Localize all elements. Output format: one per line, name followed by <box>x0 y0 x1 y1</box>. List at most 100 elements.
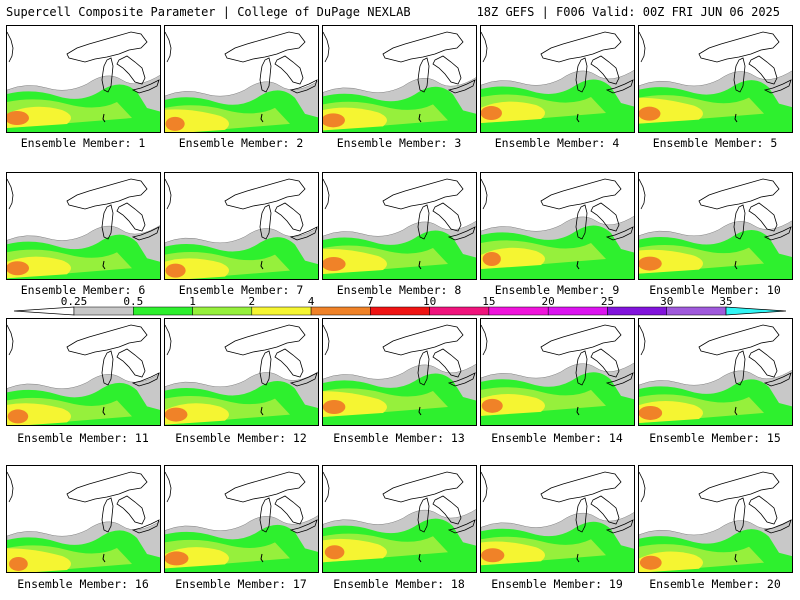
scp-field-4 <box>165 551 189 566</box>
ensemble-member-panel <box>480 25 635 133</box>
scp-map <box>481 178 634 279</box>
great-lakes-outline <box>698 471 792 534</box>
river-mark <box>734 406 738 416</box>
ensemble-member-panel <box>480 172 635 280</box>
scp-field-4 <box>9 556 28 571</box>
river-mark <box>102 113 106 123</box>
scp-field-4 <box>323 399 346 414</box>
ensemble-member-panel <box>322 172 477 280</box>
scp-field-4 <box>7 261 29 276</box>
great-lakes-outline <box>540 324 634 387</box>
great-lakes-outline <box>698 31 792 94</box>
scp-field-4 <box>481 548 505 563</box>
colorbar-segment <box>488 306 549 316</box>
scp-field-4 <box>482 252 501 267</box>
ensemble-member-label: Ensemble Member: 14 <box>491 431 623 445</box>
ensemble-member-label: Ensemble Member: 17 <box>175 577 307 591</box>
ensemble-member-panel <box>480 318 635 426</box>
map-border-line <box>639 178 646 210</box>
river-mark <box>418 553 422 563</box>
river-mark <box>576 260 580 270</box>
great-lakes-outline <box>382 471 476 534</box>
ensemble-member-label: Ensemble Member: 9 <box>494 283 620 297</box>
ensemble-member-label: Ensemble Member: 10 <box>649 283 781 297</box>
river-mark <box>260 113 264 123</box>
ensemble-member-label: Ensemble Member: 6 <box>20 283 146 297</box>
map-border-line <box>7 471 14 503</box>
ensemble-member-panel <box>164 172 319 280</box>
scp-map <box>165 178 318 279</box>
great-lakes-outline <box>66 31 160 94</box>
great-lakes-outline <box>224 324 318 387</box>
colorbar-tick-label: 25 <box>601 297 614 308</box>
river-mark <box>260 406 264 416</box>
ensemble-member-label: Ensemble Member: 19 <box>491 577 623 591</box>
colorbar-legend: 0.25 0.5 1 2 4 7 10 15 20 25 30 35 <box>13 297 787 316</box>
great-lakes-outline <box>382 324 476 387</box>
great-lakes-outline <box>540 178 634 241</box>
colorbar-tick-label: 7 <box>367 297 374 308</box>
great-lakes-outline <box>224 471 318 534</box>
colorbar-segment <box>133 306 193 316</box>
colorbar-tick-label: 15 <box>482 297 495 308</box>
map-border-line <box>7 324 14 356</box>
colorbar-segment <box>666 306 727 316</box>
ensemble-member-label: Ensemble Member: 7 <box>178 283 304 297</box>
scp-field-4 <box>7 409 29 424</box>
ensemble-member-panel <box>322 318 477 426</box>
page-title: Supercell Composite Parameter | College … <box>6 5 411 19</box>
great-lakes-outline <box>66 324 160 387</box>
scp-field-4 <box>323 257 346 272</box>
scp-field-4 <box>165 263 186 278</box>
scp-map <box>481 471 634 572</box>
map-border-line <box>323 471 330 503</box>
ensemble-member-panel <box>164 465 319 573</box>
scp-map <box>165 31 318 132</box>
scp-map <box>481 324 634 425</box>
great-lakes-outline <box>224 178 318 241</box>
ensemble-member-panel <box>322 25 477 133</box>
scp-map <box>7 31 160 132</box>
map-border-line <box>323 178 330 210</box>
colorbar-low-arrow <box>13 306 75 316</box>
map-border-line <box>639 471 646 503</box>
colorbar-tick-label: 35 <box>719 297 732 308</box>
colorbar-tick-label: 30 <box>660 297 673 308</box>
map-border-line <box>7 178 14 210</box>
colorbar-segment <box>310 306 371 316</box>
colorbar-tick-label: 0.25 <box>61 297 88 308</box>
river-mark <box>734 113 738 123</box>
scp-field-4 <box>7 111 29 125</box>
map-border-line <box>639 324 646 356</box>
ensemble-member-label: Ensemble Member: 8 <box>336 283 462 297</box>
run-info: 18Z GEFS | F006 Valid: 00Z FRI JUN 06 20… <box>476 5 780 19</box>
ensemble-member-label: Ensemble Member: 5 <box>652 136 778 150</box>
scp-field-4 <box>481 398 503 413</box>
scp-map <box>165 471 318 572</box>
scp-field-4 <box>639 555 662 570</box>
scp-map <box>639 178 792 279</box>
scp-field-4 <box>639 106 661 121</box>
scp-map <box>323 324 476 425</box>
ensemble-member-label: Ensemble Member: 15 <box>649 431 781 445</box>
ensemble-member-label: Ensemble Member: 3 <box>336 136 462 150</box>
map-border-line <box>165 178 172 210</box>
scp-field-4 <box>323 113 345 128</box>
river-mark <box>576 113 580 123</box>
scp-field-4 <box>481 106 502 121</box>
colorbar-tick-label: 10 <box>423 297 436 308</box>
great-lakes-outline <box>698 178 792 241</box>
colorbar-segment <box>429 306 490 316</box>
ensemble-member-panel <box>6 172 161 280</box>
ensemble-member-panel <box>638 465 793 573</box>
great-lakes-outline <box>66 471 160 534</box>
scp-map <box>165 324 318 425</box>
ensemble-member-label: Ensemble Member: 1 <box>20 136 146 150</box>
map-border-line <box>323 31 330 63</box>
map-border-line <box>481 178 488 210</box>
scp-map <box>639 324 792 425</box>
scp-field-4 <box>165 116 185 131</box>
river-mark <box>734 260 738 270</box>
great-lakes-outline <box>382 31 476 94</box>
river-mark <box>418 113 422 123</box>
